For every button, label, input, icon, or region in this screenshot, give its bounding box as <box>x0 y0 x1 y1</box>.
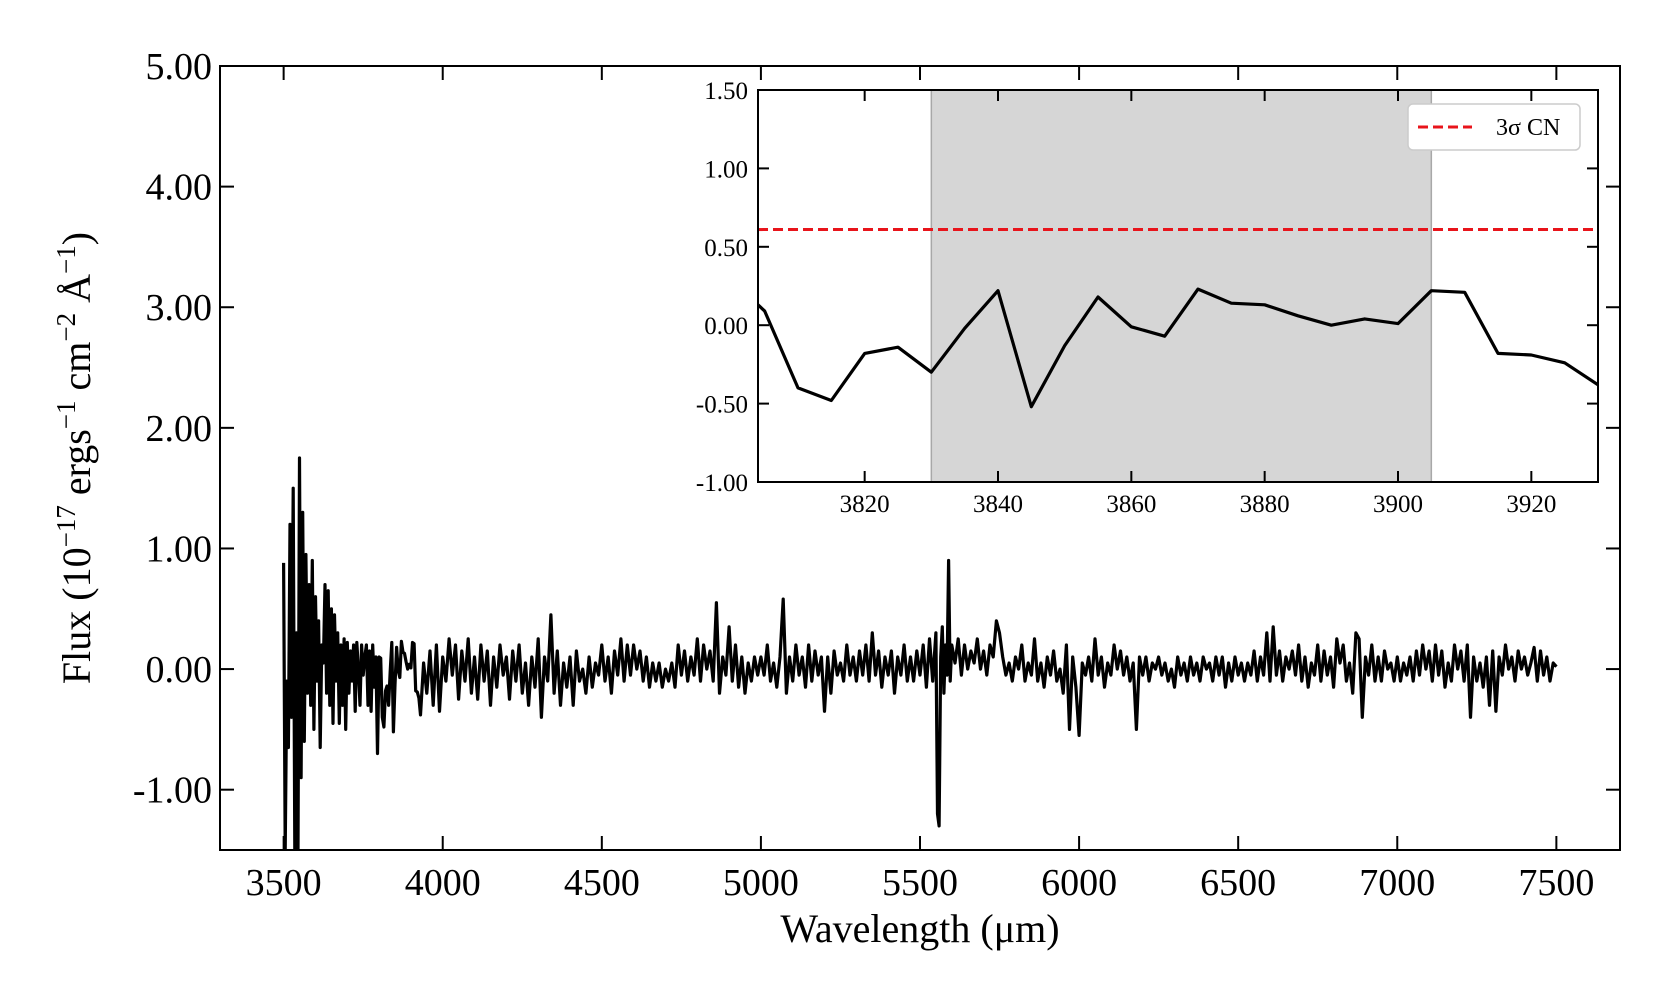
main-ytick-label-5: 4.00 <box>146 167 213 209</box>
inset-legend: 3σ CN <box>1407 103 1581 151</box>
y-label-exp1: −17 <box>51 505 81 547</box>
main-xtick-label-6500: 6500 <box>1200 862 1276 904</box>
y-label-mid3: Å <box>54 274 99 313</box>
y-label-exp4: −1 <box>51 245 81 274</box>
inset-xtick-label-3880: 3880 <box>1240 491 1290 518</box>
inset-ytick-label-5: 1.50 <box>704 78 748 105</box>
inset-ticks-group: 3820 3840 3860 3880 3900 3920 -1.00 -0.50 0.00 0.… <box>696 78 1598 518</box>
main-xtick-label-7500: 7500 <box>1518 862 1594 904</box>
inset-shaded-region <box>930 90 1433 482</box>
inset-ytick-label-3: 0.50 <box>704 235 748 262</box>
main-ytick-label-6: 5.00 <box>146 46 213 88</box>
main-ticks-group: 3500 4000 4500 5000 5500 6000 6500 7000 7500 -1.0… <box>133 46 1620 904</box>
inset-plot: 3820 3840 3860 3880 3900 3920 -1.00 -0.50 0.00 0.… <box>696 78 1599 518</box>
main-series-line-flux <box>282 456 1558 850</box>
main-y-axis-label: Flux (10−17 ergs−1 cm−2 Å−1) <box>51 232 99 684</box>
inset-series-line-flux-zoom <box>758 287 1598 409</box>
main-ytick-label-1: 0.00 <box>146 649 213 691</box>
y-label-mid2: cm <box>54 342 99 401</box>
main-xtick-label-7000: 7000 <box>1359 862 1435 904</box>
inset-xtick-label-3820: 3820 <box>840 491 890 518</box>
inset-xtick-label-3920: 3920 <box>1506 491 1556 518</box>
main-series-group <box>282 456 1558 850</box>
inset-ytick-label-2: 0.00 <box>704 313 748 340</box>
legend-box <box>1407 103 1581 151</box>
main-xtick-label-4000: 4000 <box>405 862 481 904</box>
y-label-suffix: ) <box>54 232 99 245</box>
main-x-axis-label: Wavelength (μm) <box>780 906 1059 951</box>
main-plot: 3500 4000 4500 5000 5500 6000 6500 7000 7500 -1.0… <box>51 46 1621 951</box>
inset-ytick-label-4: 1.00 <box>704 156 748 183</box>
main-xtick-label-3500: 3500 <box>246 862 322 904</box>
main-ytick-label-3: 2.00 <box>146 408 213 450</box>
main-xtick-label-5500: 5500 <box>882 862 958 904</box>
inset-content-group <box>758 90 1598 482</box>
y-label-exp2: −1 <box>51 400 81 429</box>
legend-label-3sigma-cn: 3σ CN <box>1496 115 1560 141</box>
main-ytick-label-4: 3.00 <box>146 287 213 329</box>
main-xtick-label-4500: 4500 <box>564 862 640 904</box>
y-label-mid1: ergs <box>54 429 99 505</box>
inset-xtick-label-3900: 3900 <box>1373 491 1423 518</box>
inset-xtick-label-3860: 3860 <box>1106 491 1156 518</box>
main-xtick-label-5000: 5000 <box>723 862 799 904</box>
inset-ytick-label-0: -1.00 <box>696 470 748 497</box>
y-label-exp3: −2 <box>51 313 81 342</box>
inset-xtick-label-3840: 3840 <box>973 491 1023 518</box>
main-ytick-label-2: 1.00 <box>146 528 213 570</box>
main-xtick-label-6000: 6000 <box>1041 862 1117 904</box>
main-ytick-label-0: -1.00 <box>133 770 212 812</box>
y-label-prefix: Flux (10 <box>54 547 99 684</box>
inset-plot-frame <box>757 89 1599 483</box>
inset-ytick-label-1: -0.50 <box>696 392 748 419</box>
